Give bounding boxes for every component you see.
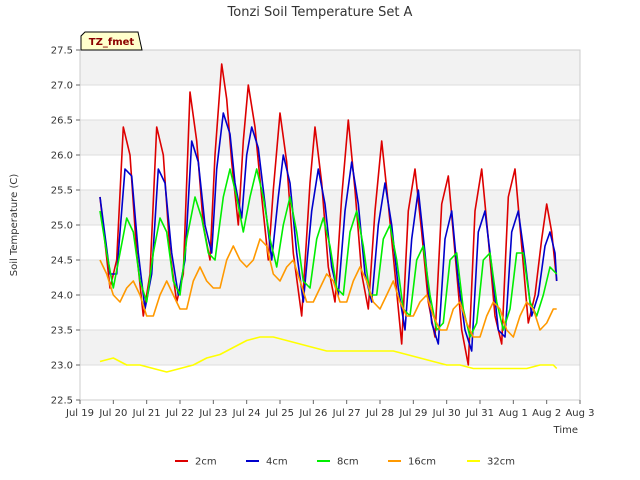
x-tick-label: Jul 20 bbox=[98, 408, 127, 419]
plot-band bbox=[80, 330, 580, 365]
legend-label-32cm: 32cm bbox=[487, 457, 515, 468]
y-tick-label: 25.5 bbox=[51, 186, 73, 197]
y-tick-label: 26.0 bbox=[51, 151, 73, 162]
series-layer bbox=[99, 63, 558, 373]
chart-title: Tonzi Soil Temperature Set A bbox=[227, 5, 413, 20]
x-tick-label: Jul 23 bbox=[198, 408, 227, 419]
y-tick-label: 24.5 bbox=[51, 256, 73, 267]
y-tick-label: 24.0 bbox=[51, 291, 73, 302]
y-tick-label: 23.0 bbox=[51, 361, 73, 372]
x-axis-ticks: Jul 19 Jul 20 Jul 21 Jul 22 Jul 23 Jul 24 Jul … bbox=[65, 400, 595, 419]
legend-label-8cm: 8cm bbox=[337, 457, 359, 468]
x-tick-label: Jul 27 bbox=[332, 408, 361, 419]
y-tick-label: 26.5 bbox=[51, 116, 73, 127]
y-tick-label: 25.0 bbox=[51, 221, 73, 232]
y-axis-ticks: 22.5 23.0 23.5 24.0 24.5 25.0 25.5 26.0 26.5 27.0… bbox=[51, 46, 80, 407]
badge-box bbox=[80, 31, 143, 51]
station-badge: TZ_fmet bbox=[80, 31, 143, 51]
y-tick-label: 27.5 bbox=[51, 46, 73, 57]
series-line-32cm bbox=[99, 336, 558, 373]
x-tick-label: Jul 29 bbox=[398, 408, 427, 419]
x-tick-label: Aug 1 bbox=[499, 408, 528, 419]
x-tick-label: Jul 22 bbox=[165, 408, 194, 419]
legend: 2cm 4cm 8cm 16cm 32cm bbox=[175, 457, 515, 468]
x-tick-label: Jul 28 bbox=[365, 408, 394, 419]
x-tick-label: Jul 19 bbox=[65, 408, 94, 419]
x-axis-title: Time bbox=[553, 425, 578, 436]
x-tick-label: Jul 31 bbox=[465, 408, 494, 419]
x-tick-label: Jul 25 bbox=[265, 408, 294, 419]
plot-band bbox=[80, 120, 580, 155]
badge-label: TZ_fmet bbox=[89, 37, 135, 48]
x-tick-label: Jul 24 bbox=[232, 408, 261, 419]
x-tick-label: Jul 26 bbox=[298, 408, 327, 419]
x-tick-label: Aug 2 bbox=[532, 408, 561, 419]
legend-label-16cm: 16cm bbox=[408, 457, 436, 468]
y-tick-label: 27.0 bbox=[51, 81, 73, 92]
legend-label-4cm: 4cm bbox=[266, 457, 288, 468]
y-tick-label: 23.5 bbox=[51, 326, 73, 337]
plot-band bbox=[80, 50, 580, 85]
legend-label-2cm: 2cm bbox=[195, 457, 217, 468]
plot-band bbox=[80, 190, 580, 225]
series-line-16cm bbox=[99, 238, 557, 338]
series-line-8cm bbox=[99, 168, 558, 338]
y-axis-title: Soil Temperature (C) bbox=[9, 174, 20, 277]
x-tick-label: Jul 30 bbox=[432, 408, 461, 419]
x-tick-label: Aug 3 bbox=[565, 408, 594, 419]
x-tick-label: Jul 21 bbox=[132, 408, 161, 419]
y-tick-label: 22.5 bbox=[51, 396, 73, 407]
